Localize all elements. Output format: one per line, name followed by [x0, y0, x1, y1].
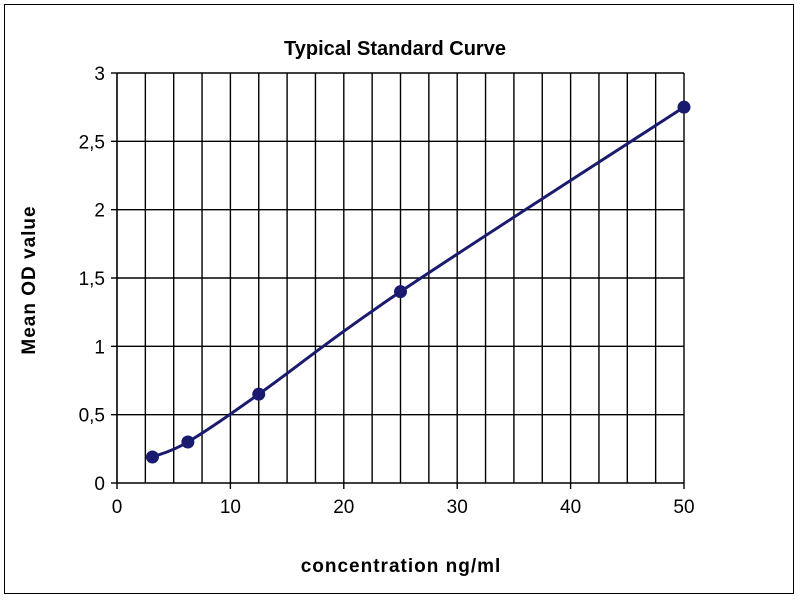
- data-point: [181, 435, 195, 449]
- x-tick-label: 30: [447, 497, 468, 518]
- grid-layer: [117, 72, 685, 483]
- chart-svg: Typical Standard Curve 00,511,522,530 10 2…: [19, 38, 695, 577]
- y-tick-label: 2,5: [79, 132, 105, 153]
- x-tick-label: 20: [333, 497, 354, 518]
- data-point: [394, 285, 407, 299]
- y-tick-label: 0,5: [79, 406, 105, 427]
- y-tick-label: 1: [94, 337, 105, 358]
- x-tick-label: 40: [560, 497, 581, 518]
- ticks-layer: 00,511,522,530 10 20 30 40 50: [79, 64, 695, 518]
- series-line: [151, 105, 685, 459]
- y-tick-label: 0: [94, 474, 105, 495]
- y-tick-label: 1,5: [79, 269, 105, 290]
- x-tick-label: 0: [112, 497, 123, 518]
- points-layer: [145, 100, 691, 464]
- y-tick-label: 2: [94, 201, 105, 222]
- data-point: [252, 387, 266, 401]
- x-tick-label: 50: [673, 497, 694, 518]
- chart-frame: Typical Standard Curve 0 0,5 1 1,5 2 2,5 3 0 10 2…: [4, 4, 794, 594]
- data-point: [677, 100, 691, 114]
- y-axis-title: Mean OD value: [19, 205, 40, 354]
- y-tick-label: 3: [94, 64, 105, 85]
- x-axis-title: concentration ng/ml: [301, 556, 502, 577]
- x-tick-label: 10: [220, 497, 241, 518]
- data-point: [145, 450, 159, 464]
- chart-title: Typical Standard Curve: [284, 38, 506, 60]
